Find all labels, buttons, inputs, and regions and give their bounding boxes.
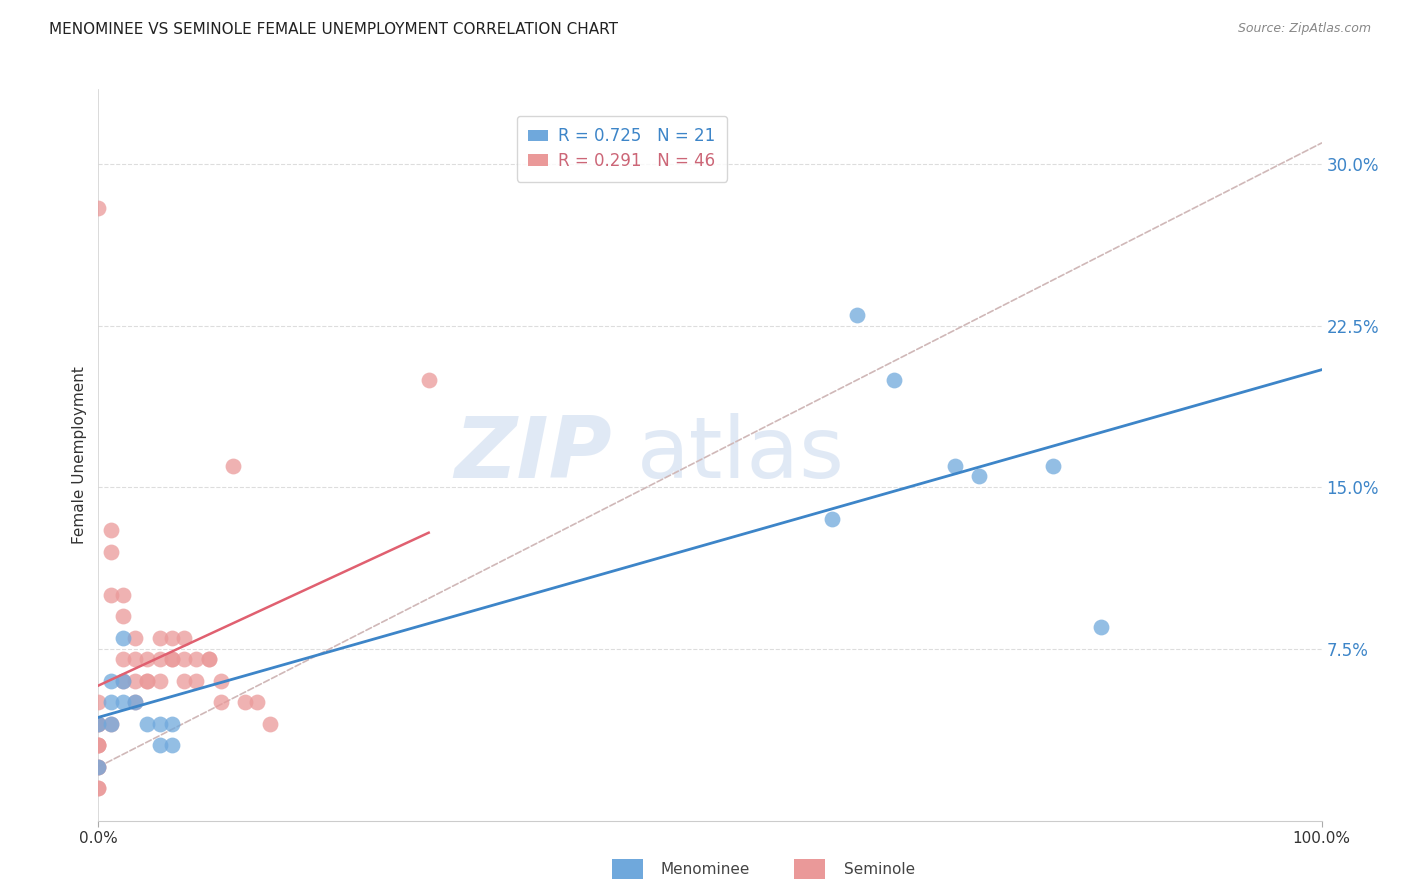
Legend: R = 0.725   N = 21, R = 0.291   N = 46: R = 0.725 N = 21, R = 0.291 N = 46	[516, 116, 727, 182]
Point	[136, 673, 159, 688]
Point	[259, 716, 281, 731]
Point	[124, 631, 146, 645]
Point	[149, 631, 172, 645]
Point	[160, 716, 183, 731]
Point	[967, 469, 990, 483]
Point	[124, 695, 146, 709]
Point	[111, 673, 134, 688]
Point	[100, 588, 122, 602]
Point	[124, 673, 146, 688]
Point	[233, 695, 256, 709]
Point	[111, 652, 134, 666]
Point	[149, 673, 172, 688]
Point	[1042, 458, 1064, 473]
Point	[197, 652, 219, 666]
Text: ZIP: ZIP	[454, 413, 612, 497]
Point	[943, 458, 966, 473]
Point	[111, 609, 134, 624]
Point	[87, 781, 110, 796]
Point	[418, 373, 440, 387]
Point	[87, 716, 110, 731]
Point	[111, 673, 134, 688]
Point	[136, 673, 159, 688]
Point	[186, 652, 208, 666]
Point	[87, 739, 110, 753]
Point	[209, 673, 232, 688]
Text: Seminole: Seminole	[844, 863, 915, 877]
Point	[100, 716, 122, 731]
Point	[821, 512, 844, 526]
Point	[845, 308, 868, 322]
Point	[87, 201, 110, 215]
Point	[149, 652, 172, 666]
Point	[100, 523, 122, 537]
Point	[87, 760, 110, 774]
Point	[883, 373, 905, 387]
Point	[160, 652, 183, 666]
Point	[136, 652, 159, 666]
Point	[124, 695, 146, 709]
Text: atlas: atlas	[637, 413, 845, 497]
Point	[209, 695, 232, 709]
Y-axis label: Female Unemployment: Female Unemployment	[72, 366, 87, 544]
Point	[136, 716, 159, 731]
Point	[87, 760, 110, 774]
Point	[100, 545, 122, 559]
Point	[149, 716, 172, 731]
Point	[87, 739, 110, 753]
Point	[87, 781, 110, 796]
Point	[186, 673, 208, 688]
Point	[160, 739, 183, 753]
Point	[160, 631, 183, 645]
Point	[87, 695, 110, 709]
Point	[222, 458, 245, 473]
Text: MENOMINEE VS SEMINOLE FEMALE UNEMPLOYMENT CORRELATION CHART: MENOMINEE VS SEMINOLE FEMALE UNEMPLOYMEN…	[49, 22, 619, 37]
Point	[100, 673, 122, 688]
Point	[87, 739, 110, 753]
Point	[149, 739, 172, 753]
Point	[87, 716, 110, 731]
Point	[124, 652, 146, 666]
Point	[173, 673, 195, 688]
Point	[87, 716, 110, 731]
Text: Source: ZipAtlas.com: Source: ZipAtlas.com	[1237, 22, 1371, 36]
Point	[246, 695, 269, 709]
Point	[100, 716, 122, 731]
Point	[197, 652, 219, 666]
Point	[111, 631, 134, 645]
Point	[111, 695, 134, 709]
Point	[100, 695, 122, 709]
Point	[87, 760, 110, 774]
Text: Menominee: Menominee	[661, 863, 751, 877]
Point	[173, 631, 195, 645]
Point	[111, 588, 134, 602]
Point	[173, 652, 195, 666]
Point	[160, 652, 183, 666]
Point	[1090, 620, 1112, 634]
